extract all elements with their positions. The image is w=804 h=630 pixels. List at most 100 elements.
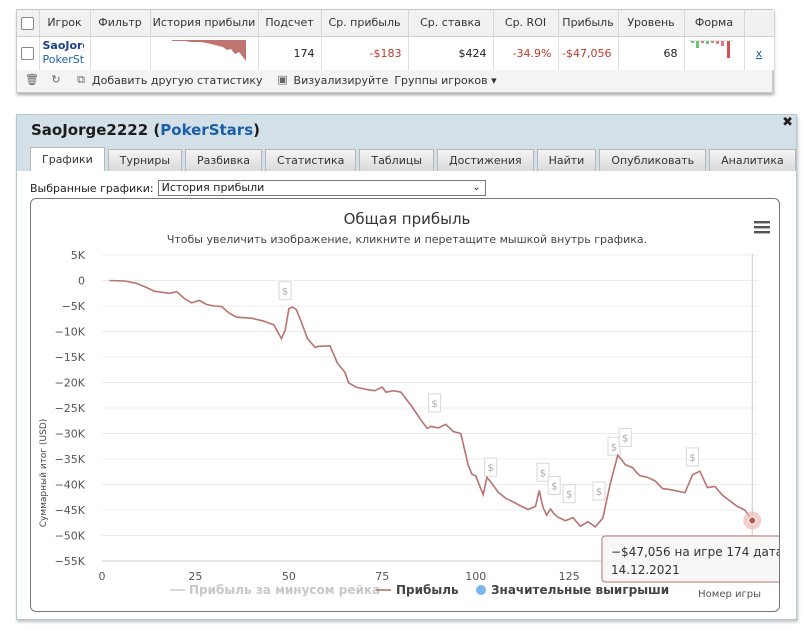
- y-tick-label: −45K: [55, 504, 86, 517]
- x-tick-label: 50: [282, 570, 296, 583]
- big-win-marker[interactable]: $: [685, 447, 699, 467]
- legend-big-wins-label: Значительные выигрыши: [491, 583, 669, 597]
- add-stat-icon: ⧉: [77, 73, 85, 86]
- y-axis-label: Суммарный итог (USD): [39, 419, 49, 528]
- chart-container[interactable]: Общая прибыль Чтобы увеличить изображени…: [30, 198, 780, 612]
- tooltip-line2: 14.12.2021: [611, 563, 680, 577]
- menu-icon[interactable]: [754, 221, 770, 234]
- big-win-marker[interactable]: $: [428, 393, 442, 413]
- form-cell: [684, 36, 745, 70]
- avg-roi-cell: -34.9%: [493, 36, 559, 70]
- player-cell[interactable]: SaoJorg PokerSta: [39, 36, 91, 70]
- graph-select-value: История прибыли: [161, 181, 265, 194]
- header-avg-roi[interactable]: Ср. ROI: [493, 10, 559, 37]
- big-win-marker-label: $: [540, 468, 546, 479]
- header-profit-history[interactable]: История прибыли: [150, 10, 259, 37]
- header-player[interactable]: Игрок: [39, 10, 91, 37]
- big-win-marker-label: $: [487, 463, 493, 474]
- y-tick-label: 5K: [71, 249, 86, 262]
- legend-item-profit[interactable]: Прибыль: [376, 583, 459, 597]
- chart-tooltip: −$47,056 на игре 174 дата 14.12.2021: [601, 535, 780, 583]
- y-tick-label: −55K: [55, 555, 86, 568]
- tab-publish[interactable]: Опубликовать: [599, 149, 707, 171]
- y-tick-label: −25K: [55, 402, 86, 415]
- level-cell: 68: [618, 36, 685, 70]
- big-win-marker-box: [278, 281, 292, 301]
- hover-point[interactable]: [748, 516, 757, 525]
- tab-leaderboards[interactable]: Таблицы лидеров: [359, 149, 435, 188]
- panel-player-name: SaoJorge2222: [31, 121, 149, 139]
- tab-achievements[interactable]: Достижения: [437, 149, 534, 171]
- header-count[interactable]: Подсчет: [258, 10, 322, 37]
- big-win-marker[interactable]: $: [618, 428, 632, 448]
- big-win-marker-label: $: [622, 434, 628, 445]
- chevron-down-icon: ⌄: [472, 182, 481, 193]
- big-win-marker-box: [592, 481, 606, 501]
- add-stat-link[interactable]: Добавить другую статистику: [92, 73, 263, 87]
- y-tick-label: −10K: [55, 326, 86, 339]
- remove-row-link[interactable]: x: [755, 46, 763, 60]
- tooltip-line1: −$47,056 на игре 174 дата: [611, 545, 780, 559]
- player-name[interactable]: SaoJorg: [42, 39, 84, 52]
- big-win-marker[interactable]: $: [547, 476, 561, 496]
- graph-select[interactable]: История прибыли ⌄: [157, 180, 486, 196]
- header-filter[interactable]: Фильтр: [90, 10, 151, 37]
- big-win-marker[interactable]: $: [592, 481, 606, 501]
- y-tick-label: −30K: [55, 428, 86, 441]
- header-avg-profit[interactable]: Ср. прибыль: [321, 10, 409, 37]
- legend: Прибыль за минусом рейка Прибыль Значите…: [170, 583, 669, 597]
- x-tick-label: 125: [559, 570, 580, 583]
- tab-breakdown[interactable]: Разбивка: [185, 149, 263, 171]
- header-profit[interactable]: Прибыль: [558, 10, 619, 37]
- tab-statistics[interactable]: Статистика: [265, 149, 357, 171]
- chart-title: Общая прибыль: [344, 210, 471, 228]
- big-win-marker[interactable]: $: [607, 436, 621, 456]
- tab-tournaments[interactable]: Турниры: [107, 149, 183, 171]
- close-icon[interactable]: ✖: [782, 115, 793, 130]
- big-win-marker-box: [484, 457, 498, 477]
- visualize-link[interactable]: Визуализируйте: [293, 73, 389, 87]
- trash-icon[interactable]: 🗑: [25, 73, 39, 86]
- panel-title: SaoJorge2222 (PokerStars): [31, 121, 260, 139]
- header-form[interactable]: Форма: [684, 10, 745, 37]
- refresh-icon[interactable]: ↻: [51, 73, 61, 86]
- form-chart: [688, 40, 733, 58]
- profit-chart[interactable]: Общая прибыль Чтобы увеличить изображени…: [31, 199, 780, 612]
- player-panel: ✖ SaoJorge2222 (PokerStars) Графики Турн…: [16, 114, 797, 620]
- legend-item-net[interactable]: Прибыль за минусом рейка: [170, 583, 380, 597]
- avg-stake-cell: $424: [408, 36, 494, 70]
- tab-find[interactable]: Найти: [536, 149, 597, 171]
- header-avg-stake[interactable]: Ср. ставка: [408, 10, 494, 37]
- big-win-marker-label: $: [282, 287, 288, 298]
- player-groups-dropdown[interactable]: Группы игроков ▾: [394, 74, 496, 87]
- y-tick-label: −50K: [55, 530, 86, 543]
- legend-item-big-wins[interactable]: Значительные выигрыши: [476, 583, 669, 597]
- chart-subtitle: Чтобы увеличить изображение, кликните и …: [167, 233, 647, 246]
- big-win-marker[interactable]: $: [562, 484, 576, 504]
- big-win-marker[interactable]: $: [278, 281, 292, 301]
- tab-analytics[interactable]: Аналитика: [709, 149, 796, 171]
- table-header-row: Игрок Фильтр История прибыли Подсчет Ср.…: [17, 10, 775, 37]
- big-win-marker-label: $: [566, 490, 572, 501]
- stats-table: Игрок Фильтр История прибыли Подсчет Ср.…: [17, 10, 775, 70]
- x-tick-label: 0: [99, 570, 106, 583]
- player-site[interactable]: PokerSta: [42, 53, 84, 66]
- big-win-markers: $ $ $ $ $ $ $ $ $ $: [278, 281, 699, 504]
- x-tick-label: 100: [465, 570, 486, 583]
- select-all-checkbox[interactable]: [21, 16, 35, 30]
- tab-graphs[interactable]: Графики: [30, 147, 105, 171]
- big-win-marker-box: [685, 447, 699, 467]
- tab-bar: Графики Турниры Разбивка Статистика Табл…: [30, 147, 799, 188]
- header-level[interactable]: Уровень: [618, 10, 685, 37]
- big-win-marker-label: $: [596, 487, 602, 498]
- big-win-marker-box: [536, 462, 550, 482]
- legend-profit-label: Прибыль: [396, 583, 459, 597]
- player-groups-label: Группы игроков: [394, 73, 488, 87]
- big-win-marker[interactable]: $: [484, 457, 498, 477]
- sparkline-chart: [170, 39, 246, 61]
- panel-site-link[interactable]: PokerStars: [160, 121, 254, 139]
- row-checkbox[interactable]: [21, 46, 35, 60]
- big-win-marker-box: [428, 393, 442, 413]
- big-win-marker[interactable]: $: [536, 462, 550, 482]
- big-win-marker-label: $: [689, 453, 695, 464]
